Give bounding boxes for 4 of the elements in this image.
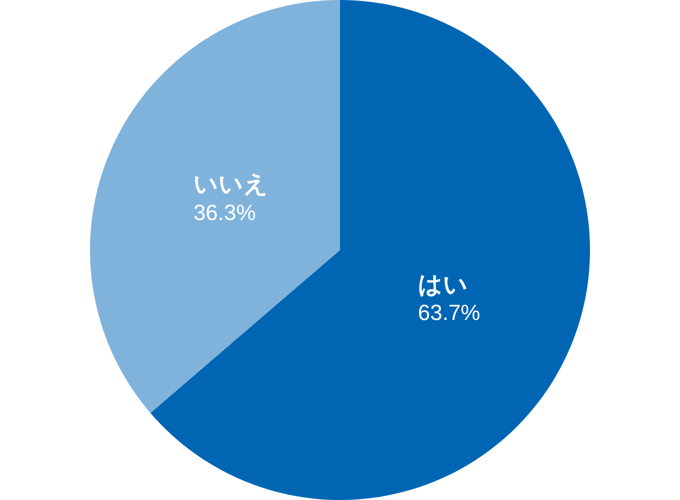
slice-label: いいえ: [193, 170, 268, 198]
slice-label: はい: [418, 270, 468, 298]
data-label: 63.7%: [418, 300, 480, 326]
data-label: 36.3%: [193, 200, 256, 225]
